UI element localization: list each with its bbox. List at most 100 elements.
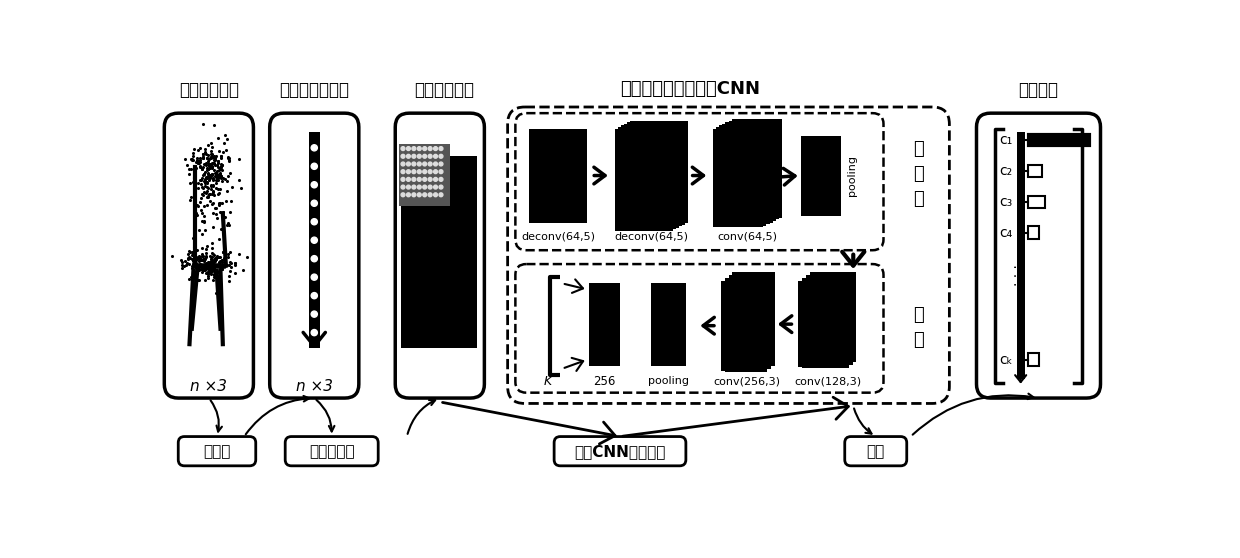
Point <box>208 156 228 165</box>
Point <box>192 268 212 277</box>
Point <box>202 153 222 162</box>
Point <box>193 262 213 271</box>
Point <box>208 172 228 181</box>
Point <box>208 201 228 210</box>
Circle shape <box>428 170 432 174</box>
Point <box>218 253 238 262</box>
Point <box>208 189 228 198</box>
Point <box>198 150 218 159</box>
Point <box>196 160 216 169</box>
Point <box>197 182 217 191</box>
Point <box>180 195 200 204</box>
Circle shape <box>311 219 317 225</box>
Point <box>203 174 223 182</box>
Point <box>198 191 218 200</box>
Point <box>206 255 226 264</box>
Point <box>196 259 216 268</box>
Point <box>202 161 222 170</box>
Point <box>202 266 222 275</box>
Bar <box>1028 134 1090 146</box>
Point <box>201 268 221 277</box>
Point <box>175 262 195 271</box>
Circle shape <box>401 185 405 189</box>
Point <box>211 174 231 182</box>
Point <box>207 166 227 175</box>
Point <box>216 213 236 222</box>
Point <box>201 270 221 278</box>
Bar <box>1028 165 1043 177</box>
Bar <box>1028 195 1045 208</box>
Point <box>195 147 215 156</box>
Point <box>203 153 223 162</box>
Text: conv(256,3): conv(256,3) <box>713 376 780 386</box>
Point <box>203 222 223 231</box>
Point <box>201 181 221 190</box>
Point <box>201 161 221 170</box>
Point <box>184 145 203 153</box>
Point <box>192 182 212 191</box>
Point <box>211 275 231 284</box>
Point <box>203 181 223 190</box>
Point <box>193 217 213 226</box>
Point <box>201 185 221 194</box>
Point <box>188 158 208 167</box>
Point <box>229 249 249 258</box>
Circle shape <box>401 177 405 181</box>
Point <box>206 210 226 219</box>
Bar <box>627 122 684 225</box>
Bar <box>615 128 672 231</box>
Circle shape <box>428 155 432 158</box>
Point <box>206 176 226 185</box>
Point <box>187 266 207 275</box>
Point <box>200 259 219 268</box>
Point <box>188 158 208 167</box>
Point <box>197 192 217 201</box>
Point <box>219 277 239 286</box>
Circle shape <box>412 147 415 151</box>
Point <box>201 138 221 147</box>
Point <box>206 262 226 271</box>
Point <box>210 207 229 216</box>
Point <box>195 159 215 168</box>
Point <box>179 253 198 262</box>
Point <box>184 172 203 181</box>
Point <box>184 151 203 160</box>
Circle shape <box>423 162 427 166</box>
Point <box>198 171 218 180</box>
Point <box>197 163 217 172</box>
Point <box>224 261 244 270</box>
Text: 二维点云图像: 二维点云图像 <box>414 81 474 99</box>
Point <box>191 180 211 189</box>
Point <box>212 264 232 273</box>
Point <box>185 254 205 263</box>
Point <box>188 158 208 167</box>
Point <box>195 256 215 265</box>
Point <box>210 271 229 280</box>
Point <box>219 271 239 280</box>
Point <box>229 175 249 184</box>
Point <box>210 200 229 209</box>
Point <box>228 154 248 163</box>
Point <box>193 162 213 171</box>
Point <box>177 259 197 268</box>
Circle shape <box>428 177 432 181</box>
Point <box>217 261 237 270</box>
Point <box>210 259 229 268</box>
Point <box>181 273 201 282</box>
Point <box>207 176 227 185</box>
Point <box>202 255 222 264</box>
Point <box>188 253 208 262</box>
Point <box>187 263 207 272</box>
Point <box>198 157 218 166</box>
Point <box>192 173 212 182</box>
Bar <box>733 272 775 365</box>
Point <box>203 181 223 190</box>
Point <box>201 160 221 169</box>
Text: 卷
积: 卷 积 <box>913 306 924 349</box>
Point <box>201 161 221 170</box>
Point <box>219 154 239 163</box>
Point <box>195 169 215 178</box>
Point <box>213 247 233 256</box>
Point <box>203 158 223 167</box>
Point <box>187 146 207 155</box>
